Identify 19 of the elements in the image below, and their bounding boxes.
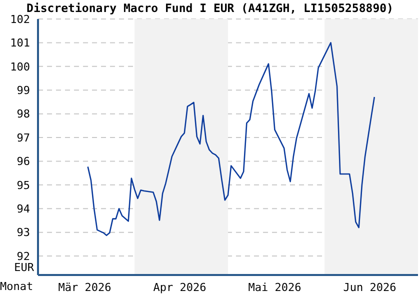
y-tick-label: 99 [16, 84, 30, 98]
y-tick-label: 100 [10, 60, 30, 74]
x-tick-label: Apr 2026 [153, 280, 206, 294]
y-tick-label: 93 [16, 226, 30, 240]
y-tick-label: 95 [16, 178, 30, 192]
chart-title: Discretionary Macro Fund I EUR (A41ZGH, LI1505258890) [26, 1, 394, 15]
y-tick-label: 102 [10, 12, 30, 26]
y-tick-label: 92 [16, 250, 30, 263]
y-axis-title: EUR [13, 261, 34, 274]
y-tick-label: 101 [10, 36, 30, 50]
y-tick-label: 98 [16, 108, 30, 121]
x-axis-title: Monat [0, 280, 34, 293]
y-tick-label: 94 [16, 202, 30, 216]
x-tick-label: Mär 2026 [58, 280, 112, 294]
y-tick-label: 97 [16, 131, 30, 144]
x-tick-label: Jun 2026 [343, 280, 396, 294]
y-tick-label: 96 [16, 155, 30, 168]
x-tick-label: Mai 2026 [248, 280, 302, 294]
line-series [87, 42, 376, 236]
